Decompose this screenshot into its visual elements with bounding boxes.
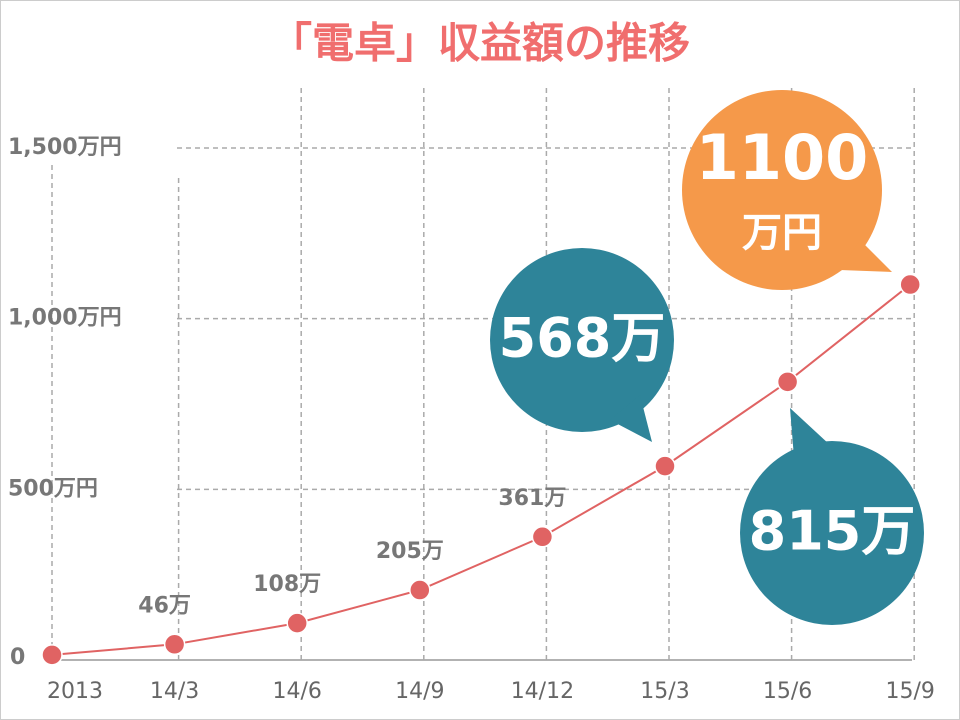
chart-title: 「電卓」収益額の推移 [270, 19, 690, 68]
callout-tail [610, 395, 652, 442]
x-tick-label: 15/6 [763, 679, 812, 704]
x-tick-label: 15/3 [640, 679, 689, 704]
point [286, 612, 308, 634]
callout-tail [790, 408, 830, 470]
x-tick-label: 14/3 [150, 679, 199, 704]
x-tick-label: 2013 [47, 679, 103, 704]
point [899, 273, 921, 296]
value-label: 205万 [376, 539, 444, 564]
callout-bubble [682, 90, 882, 290]
point [409, 579, 431, 601]
x-tick-label: 14/6 [272, 679, 321, 704]
value-label: 361万 [498, 486, 566, 511]
callout-tail [840, 240, 892, 272]
x-tick-label: 15/9 [885, 679, 934, 704]
callout-value: 568万 [499, 307, 666, 370]
point [531, 526, 554, 548]
value-label: 46万 [138, 593, 191, 618]
callout-unit: 万円 [742, 210, 822, 256]
callout-bubble [740, 441, 924, 625]
x-tick-label: 14/12 [511, 679, 574, 704]
y-tick-label: 500万円 [8, 476, 98, 501]
y-tick-label: 1,500万円 [8, 135, 122, 160]
y-tick-label: 0 [10, 645, 25, 670]
value-label: 108万 [253, 572, 321, 597]
callout-value: 1100 [696, 121, 869, 194]
point [41, 644, 63, 666]
point [163, 633, 186, 656]
x-tick-label: 14/9 [395, 679, 444, 704]
point [776, 371, 799, 393]
line [51, 283, 911, 656]
y-tick-label: 1,000万円 [8, 306, 122, 331]
point [654, 455, 676, 477]
callout-bubble [490, 248, 674, 432]
callout-value: 815万 [749, 500, 916, 563]
